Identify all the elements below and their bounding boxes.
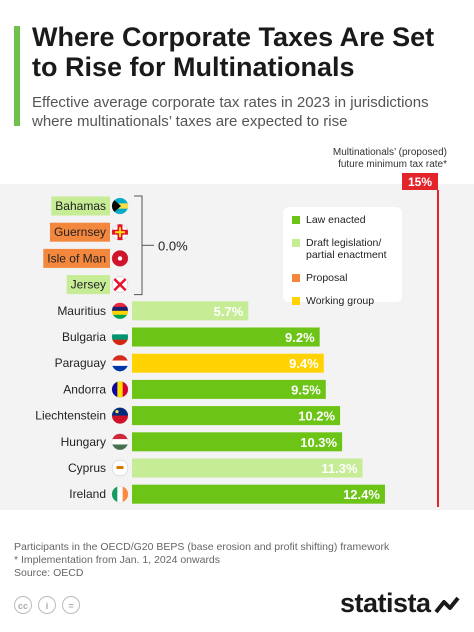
liechtenstein-flag-icon — [111, 407, 129, 424]
category-label-guernsey: Guernsey — [54, 225, 106, 239]
hungary-flag-icon — [111, 433, 129, 451]
bar-row-ireland: Ireland 12.4% — [69, 484, 385, 504]
category-badge-jersey — [66, 275, 110, 295]
value-label-liechtenstein: 10.2% — [298, 409, 335, 424]
bar-row-isle-of-man: Isle of Man — [43, 248, 129, 268]
category-label-liechtenstein: Liechtenstein — [35, 409, 106, 423]
footer-implementation-note: * Implementation from Jan. 1, 2024 onwar… — [14, 554, 221, 566]
guernsey-flag-icon — [111, 223, 129, 241]
chart-title: Where Corporate Taxes Are Set to Rise fo… — [32, 22, 435, 82]
statista-logo: statista — [340, 588, 431, 618]
title-accent-bar — [14, 26, 20, 126]
bar-mauritius — [132, 301, 249, 321]
legend-label-working-group: Working group — [306, 295, 374, 307]
reference-badge — [402, 173, 438, 190]
legend-swatch-working-group — [292, 297, 300, 305]
bahamas-flag-icon — [111, 197, 129, 215]
bar-andorra — [132, 379, 326, 399]
bar-ireland — [132, 484, 385, 504]
bar-bulgaria — [132, 327, 320, 347]
legend-label-draft-line2: partial enactment — [306, 249, 387, 261]
cyprus-flag-icon — [111, 459, 129, 477]
category-label-ireland: Ireland — [69, 487, 106, 501]
license-icons: cc i = — [14, 596, 86, 614]
legend: Law enacted Draft legislation/partial ena… — [283, 207, 402, 307]
footer-participants-note: Participants in the OECD/G20 BEPS (base … — [14, 541, 390, 553]
footer-source: Source: OECD — [14, 567, 84, 579]
bar-paraguay — [132, 353, 324, 373]
bar-row-hungary: Hungary 10.3% — [61, 432, 343, 452]
no-derivatives-icon: = — [62, 596, 80, 614]
value-label-hungary: 10.3% — [300, 435, 337, 450]
bar-row-andorra: Andorra 9.5% — [63, 379, 326, 399]
bar-row-paraguay: Paraguay 9.4% — [55, 353, 324, 373]
bar-row-bahamas: Bahamas — [51, 196, 129, 216]
reference-line-label-line1: Multinationals’ (proposed) — [333, 147, 447, 158]
bulgaria-flag-icon — [111, 328, 129, 346]
value-label-cyprus: 11.3% — [321, 461, 358, 476]
footer-notes: Participants in the OECD/G20 BEPS (base … — [14, 541, 389, 580]
legend-swatch-draft — [292, 239, 300, 247]
bar-cyprus — [132, 458, 363, 478]
mauritius-flag-icon — [111, 302, 129, 320]
category-label-andorra: Andorra — [63, 382, 106, 396]
bar-row-cyprus: Cyprus 11.3% — [68, 458, 363, 478]
bar-liechtenstein — [132, 406, 341, 426]
bar-row-guernsey: Guernsey — [49, 222, 129, 242]
category-label-isle-of-man: Isle of Man — [47, 251, 106, 265]
legend-label-law-enacted: Law enacted — [306, 214, 366, 226]
statista-logo-icon — [434, 596, 460, 614]
isle-of-man-flag-icon — [111, 250, 129, 267]
reference-line-label-line2: future minimum tax rate* — [338, 159, 447, 170]
andorra-flag-icon — [111, 381, 129, 398]
category-label-hungary: Hungary — [61, 435, 106, 449]
value-label-bulgaria: 9.2% — [285, 330, 315, 345]
category-label-bahamas: Bahamas — [55, 199, 106, 213]
category-label-bulgaria: Bulgaria — [62, 330, 106, 344]
bar-row-jersey: Jersey — [66, 275, 129, 295]
category-label-paraguay: Paraguay — [55, 356, 106, 370]
reference-badge-label: 15% — [408, 175, 432, 189]
category-label-jersey: Jersey — [71, 278, 106, 292]
zero-group-bracket — [134, 195, 143, 296]
value-label-mauritius: 5.7% — [214, 304, 244, 319]
bar-row-liechtenstein: Liechtenstein 10.2% — [35, 406, 341, 426]
value-label-andorra: 9.5% — [291, 382, 321, 397]
category-badge-isle-of-man — [43, 248, 110, 268]
value-label-ireland: 12.4% — [343, 487, 380, 502]
legend-label-proposal: Proposal — [306, 272, 347, 284]
jersey-flag-icon — [111, 276, 129, 293]
zero-group-value-label: 0.0% — [158, 238, 188, 253]
bar-chart: Multinationals’ (proposed)future minimum… — [35, 147, 447, 507]
legend-swatch-law-enacted — [292, 216, 300, 224]
category-badge-bahamas — [51, 196, 110, 216]
legend-box — [283, 207, 402, 302]
bar-row-mauritius: Mauritius 5.7% — [57, 301, 249, 321]
legend-swatch-proposal — [292, 274, 300, 282]
ireland-flag-icon — [111, 485, 129, 503]
category-label-mauritius: Mauritius — [57, 304, 106, 318]
value-label-paraguay: 9.4% — [289, 356, 319, 371]
category-badge-guernsey — [49, 222, 110, 242]
paraguay-flag-icon — [111, 354, 129, 372]
bar-hungary — [132, 432, 343, 452]
creative-commons-icon: cc — [14, 596, 32, 614]
chart-subtitle: Effective average corporate tax rates in… — [32, 94, 429, 130]
attribution-icon: i — [38, 596, 56, 614]
bar-row-bulgaria: Bulgaria 9.2% — [62, 327, 320, 347]
category-label-cyprus: Cyprus — [68, 461, 106, 475]
legend-label-draft: Draft legislation/ — [306, 237, 381, 249]
